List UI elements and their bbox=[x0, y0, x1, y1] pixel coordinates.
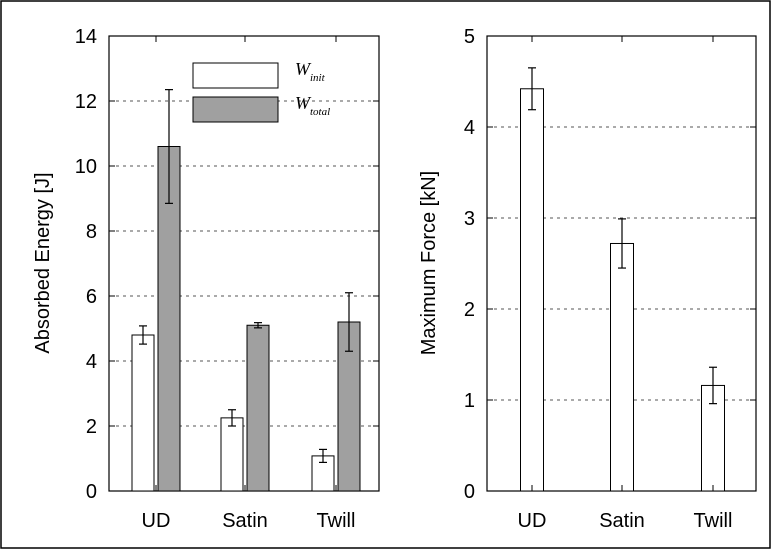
absorbed-energy-chart: 0 2 4 6 8 10 12 14 UD Satin Twill Absorbed Energy … bbox=[32, 26, 380, 532]
force-y-tick-label: 4 bbox=[464, 117, 475, 139]
energy-y-tick-label: 10 bbox=[75, 156, 97, 178]
legend-total-swatch bbox=[192, 96, 279, 123]
energy-x-tick-label: UD bbox=[142, 510, 171, 532]
legend-total-symbol: W bbox=[295, 93, 312, 113]
energy-x-tick-label: Twill bbox=[317, 510, 356, 532]
force-y-tick-label: 1 bbox=[464, 390, 475, 412]
absorbed-energy-y-axis-label: Absorbed Energy [J] bbox=[32, 172, 54, 353]
force-bar-value bbox=[610, 242, 634, 492]
legend-init-subscript: init bbox=[310, 72, 326, 84]
legend-init-label: Winit bbox=[295, 59, 326, 84]
force-bar-value bbox=[520, 88, 544, 492]
energy-y-tick-label: 4 bbox=[86, 351, 97, 373]
energy-y-tick-label: 14 bbox=[75, 26, 97, 48]
force-x-tick-label: UD bbox=[518, 510, 547, 532]
legend-init-symbol: W bbox=[295, 59, 312, 79]
force-y-tick-label: 2 bbox=[464, 299, 475, 321]
maximum-force-bars bbox=[520, 67, 725, 492]
maximum-force-chart: 0 1 2 3 4 5 UD Satin Twill Maximum Force [kN] bbox=[418, 26, 757, 532]
absorbed-energy-bars bbox=[131, 89, 361, 492]
maximum-force-axis-ticks: 0 1 2 3 4 5 UD Satin Twill bbox=[464, 26, 756, 532]
absorbed-energy-axis-ticks: 0 2 4 6 8 10 12 14 UD Satin Twill bbox=[75, 26, 379, 532]
energy-bar-init bbox=[220, 417, 244, 492]
force-x-tick-label: Twill bbox=[694, 510, 733, 532]
energy-y-tick-label: 8 bbox=[86, 221, 97, 243]
legend-total-label: Wtotal bbox=[295, 93, 330, 118]
energy-bar-total bbox=[246, 324, 270, 492]
energy-y-tick-label: 6 bbox=[86, 286, 97, 308]
legend-init-swatch bbox=[192, 62, 279, 89]
force-y-tick-label: 0 bbox=[464, 481, 475, 503]
force-x-tick-label: Satin bbox=[599, 510, 645, 532]
energy-x-tick-label: Satin bbox=[222, 510, 268, 532]
legend-total-subscript: total bbox=[310, 106, 330, 118]
force-y-tick-label: 3 bbox=[464, 208, 475, 230]
energy-y-tick-label: 0 bbox=[86, 481, 97, 503]
maximum-force-y-axis-label: Maximum Force [kN] bbox=[418, 171, 440, 355]
energy-y-tick-label: 12 bbox=[75, 91, 97, 113]
legend: Winit Wtotal bbox=[192, 59, 330, 123]
energy-bar-init bbox=[131, 334, 155, 492]
force-y-tick-label: 5 bbox=[464, 26, 475, 48]
energy-y-tick-label: 2 bbox=[86, 416, 97, 438]
